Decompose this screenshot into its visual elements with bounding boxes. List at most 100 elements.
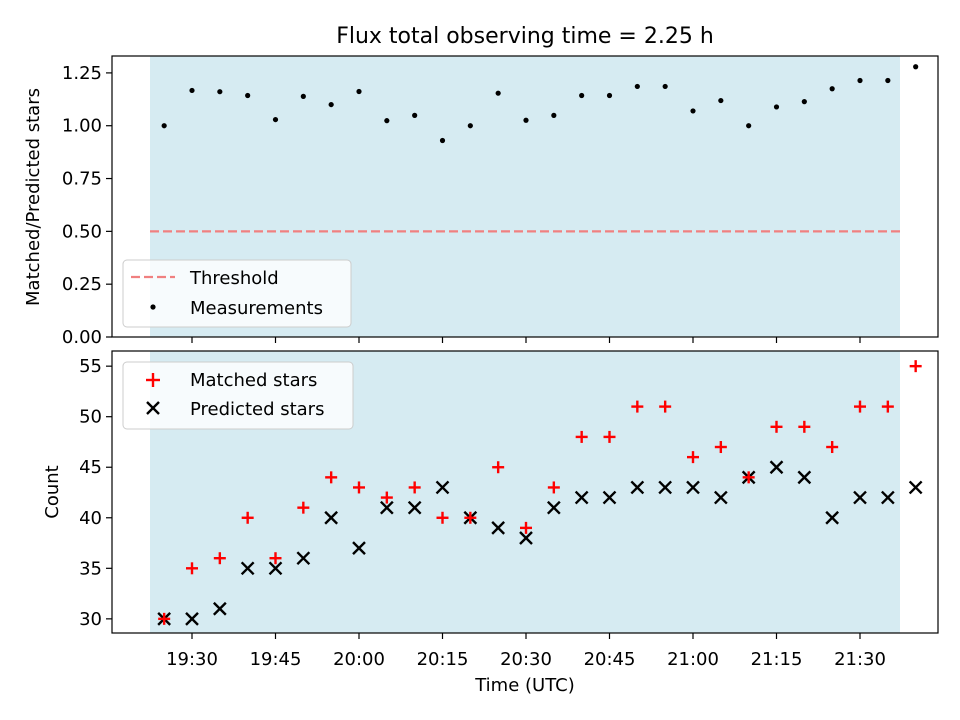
matched-star-point bbox=[714, 441, 727, 454]
measurement-point bbox=[495, 90, 501, 96]
predicted-star-point bbox=[185, 612, 199, 626]
y-axis-ticks-top: 0.00 0.25 0.50 0.75 1.00 1.25 bbox=[62, 63, 112, 348]
predicted-star-point bbox=[825, 510, 840, 525]
matched-star-point bbox=[408, 481, 421, 494]
predicted-star-point bbox=[324, 510, 339, 525]
predicted-star-point bbox=[491, 521, 506, 535]
y-tick-label: 0.75 bbox=[62, 169, 102, 190]
predicted-star-point bbox=[407, 500, 422, 515]
x-tick-label: 19:45 bbox=[250, 649, 302, 670]
measurement-point bbox=[773, 104, 780, 110]
measurement-point bbox=[606, 92, 613, 99]
legend-threshold-label: Threshold bbox=[189, 268, 279, 289]
measurement-point bbox=[885, 77, 891, 84]
predicted-star-point bbox=[658, 480, 673, 495]
predicted-star-point bbox=[574, 490, 589, 505]
y-tick-label: 1.00 bbox=[62, 116, 102, 137]
y-tick-label: 30 bbox=[79, 609, 102, 630]
matched-star-point bbox=[770, 420, 783, 433]
x-tick-label: 20:00 bbox=[333, 649, 385, 670]
y-tick-label: 50 bbox=[79, 407, 102, 428]
measurement-point bbox=[690, 108, 696, 114]
x-axis-ticks-top bbox=[191, 337, 861, 343]
y-axis-label-top: Matched/Predicted stars bbox=[23, 88, 44, 306]
matched-star-point bbox=[436, 511, 449, 524]
matched-star-point bbox=[241, 511, 254, 524]
legend-matched-swatch bbox=[146, 373, 160, 387]
matched-star-point bbox=[826, 441, 839, 454]
matched-star-point bbox=[547, 481, 560, 494]
measurement-point bbox=[439, 137, 446, 144]
predicted-star-point bbox=[602, 490, 617, 505]
y-tick-label: 55 bbox=[79, 356, 102, 377]
x-tick-label: 21:15 bbox=[751, 649, 803, 670]
predicted-star-point bbox=[713, 490, 728, 505]
y-tick-label: 0.50 bbox=[62, 221, 102, 242]
predicted-star-point bbox=[519, 531, 533, 545]
axes-frame-top bbox=[111, 55, 939, 338]
matched-star-point bbox=[687, 451, 699, 464]
matched-star-point bbox=[742, 471, 755, 484]
measurement-point bbox=[857, 77, 863, 84]
panel-counts: 30 35 40 45 50 55 19:30 19:45 20:00 20:15 20:30 20… bbox=[42, 350, 939, 696]
matched-star-point bbox=[353, 481, 365, 494]
predicted-star-point bbox=[686, 480, 700, 495]
measurement-point bbox=[467, 123, 473, 129]
predicted-star-point bbox=[908, 480, 923, 495]
panel-ratio: 0.00 0.25 0.50 0.75 1.00 1.25 Matched/Predict… bbox=[23, 55, 939, 348]
y-axis-ticks-bottom: 30 35 40 45 50 55 bbox=[79, 356, 112, 630]
measurement-point bbox=[801, 99, 807, 105]
measurement-point bbox=[272, 116, 279, 123]
measurement-point bbox=[245, 92, 251, 99]
predicted-star-point bbox=[853, 490, 867, 505]
matched-star-point bbox=[909, 360, 922, 373]
x-tick-label: 20:30 bbox=[500, 649, 552, 670]
predicted-star-point bbox=[212, 601, 227, 616]
matched-star-point bbox=[464, 511, 477, 524]
x-axis-label: Time (UTC) bbox=[474, 675, 575, 696]
predicted-star-point bbox=[630, 480, 645, 495]
matched-star-point bbox=[158, 612, 171, 625]
measurement-point bbox=[662, 83, 668, 90]
measurement-point bbox=[189, 87, 195, 94]
y-tick-label: 35 bbox=[79, 558, 102, 579]
y-tick-label: 45 bbox=[79, 457, 102, 478]
legend-top: Threshold Measurements bbox=[122, 259, 352, 328]
y-tick-label: 0.00 bbox=[62, 327, 102, 348]
axes-frame-bottom bbox=[111, 350, 939, 634]
x-tick-label: 20:15 bbox=[417, 649, 469, 670]
measurement-points bbox=[161, 64, 919, 144]
matched-star-point bbox=[520, 521, 532, 534]
legend-predicted-label: Predicted stars bbox=[190, 399, 324, 420]
measurement-point bbox=[384, 118, 390, 124]
measurement-point bbox=[523, 117, 529, 123]
x-tick-label: 19:30 bbox=[166, 649, 218, 670]
measurement-point bbox=[300, 93, 306, 99]
x-axis-ticks-bottom: 19:30 19:45 20:00 20:15 20:30 20:45 21:00 21:15… bbox=[166, 633, 886, 670]
legend-box-top bbox=[122, 259, 352, 328]
predicted-star-point bbox=[240, 561, 255, 576]
matched-star-point bbox=[575, 430, 588, 443]
y-tick-label: 1.25 bbox=[62, 63, 102, 84]
y-axis-label-bottom: Count bbox=[42, 465, 63, 518]
legend-measurement-swatch bbox=[150, 304, 156, 310]
measurement-point bbox=[913, 64, 919, 70]
matched-star-point bbox=[213, 552, 226, 565]
measurement-point bbox=[161, 123, 167, 129]
count-points bbox=[157, 360, 923, 626]
measurement-point bbox=[356, 88, 362, 95]
measurement-point bbox=[328, 101, 334, 108]
chart-title: Flux total observing time = 2.25 h bbox=[336, 24, 714, 49]
predicted-star-point bbox=[268, 561, 283, 576]
measurement-point bbox=[634, 83, 640, 90]
matched-star-point bbox=[186, 562, 198, 575]
matched-star-point bbox=[380, 491, 393, 504]
predicted-star-point bbox=[379, 500, 394, 515]
matched-star-point bbox=[881, 400, 894, 413]
predicted-star-point bbox=[797, 470, 812, 485]
measurement-point bbox=[579, 92, 585, 99]
legend-matched-label: Matched stars bbox=[190, 370, 317, 391]
measurement-point bbox=[829, 86, 835, 92]
legend-box-bottom bbox=[122, 361, 354, 430]
matched-star-point bbox=[603, 430, 616, 443]
